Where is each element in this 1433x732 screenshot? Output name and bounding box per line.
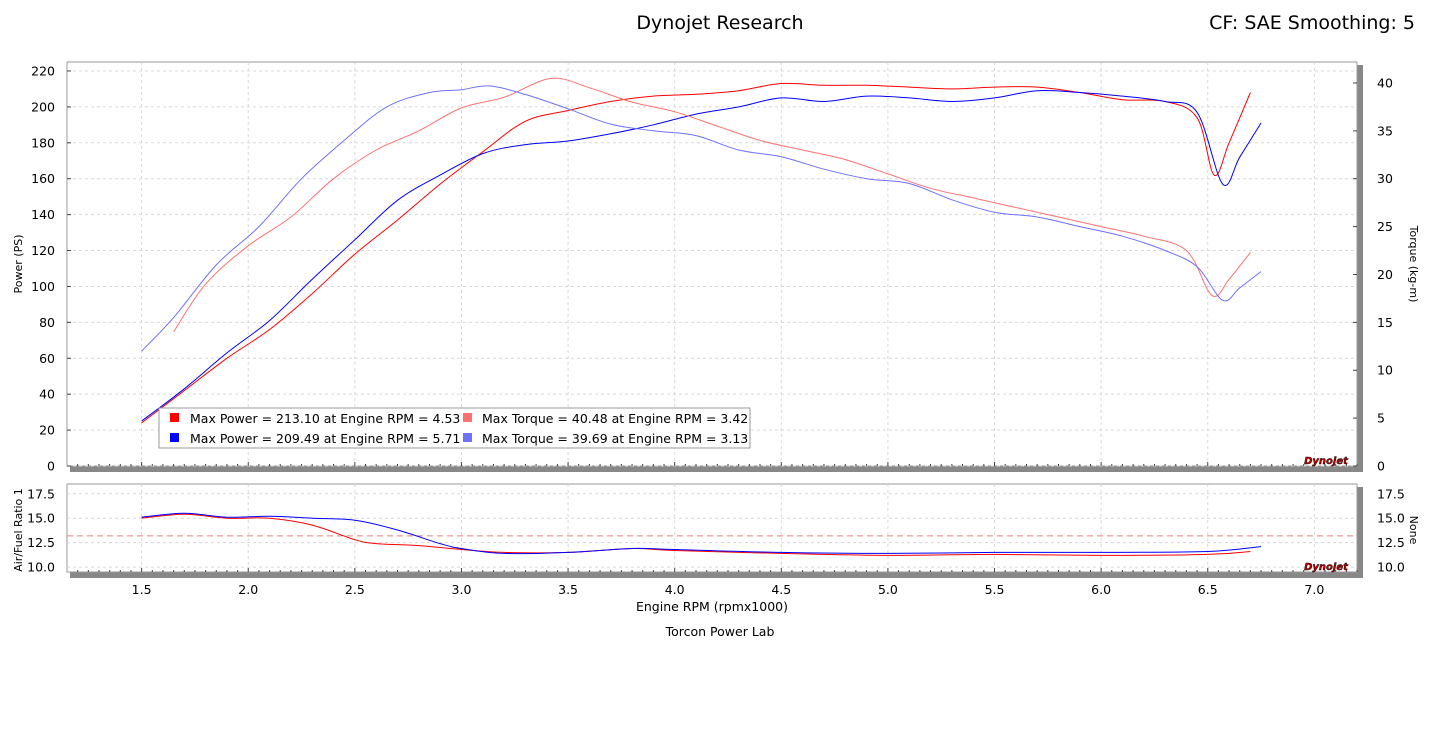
torque-tick-label: 10 [1377,363,1393,378]
power-tick-label: 220 [31,63,55,78]
top-axis-ticks: 0 20 40 60 80 100 120 140 160 180 200 220 0 5 10 15 20 25… [31,63,1393,473]
bottom-plot-area [66,483,1358,573]
power-tick-label: 120 [31,243,55,258]
chart-title: Dynojet Research [636,12,803,34]
bottom-panel-shadow [70,572,1363,578]
x-tick-label: 2.5 [345,582,365,597]
torque-tick-label: 15 [1377,315,1393,330]
bottom-panel-shadow-right [1357,487,1363,578]
x-axis-label: Engine RPM (rpmx1000) [636,599,788,614]
torque-tick-label: 25 [1377,219,1393,234]
x-tick-label: 3.0 [452,582,472,597]
power-tick-label: 100 [31,279,55,294]
x-tick-label: 5.5 [985,582,1005,597]
afr-tick-label: 10.0 [27,560,55,575]
x-tick-label: 2.0 [238,582,258,597]
torque-tick-label: 20 [1377,267,1393,282]
dynojet-logo-bottom: Dynojet [1304,562,1349,573]
afr-tick-label: 17.5 [27,486,55,501]
bottom-panel: 10.0 10.0 12.5 12.5 15.0 15.0 17.5 17.5 Air/Fue… [12,483,1420,578]
torque-tick-label: 5 [1377,411,1385,426]
dynojet-logo-text-bottom: Dynojet [1304,562,1349,573]
legend: Max Power = 213.10 at Engine RPM = 4.53 … [158,407,751,449]
power-tick-label: 160 [31,171,55,186]
legend-box [158,407,751,449]
afr-right-tick-label: 17.5 [1377,486,1405,501]
top-panel-shadow-right [1357,65,1363,472]
afr-tick-label: 15.0 [27,511,55,526]
afr-axis-label: Air/Fuel Ratio 1 [12,488,25,572]
top-panel-shadow [70,466,1363,472]
torque-tick-label: 40 [1377,75,1393,90]
top-series [141,77,1262,424]
afr-run2-line [141,512,1262,555]
power-tick-label: 40 [39,387,55,402]
bottom-axis-ticks: 10.0 10.0 12.5 12.5 15.0 15.0 17.5 17.5 [27,486,1405,574]
x-tick-label: 7.0 [1304,582,1324,597]
legend-max-power-run2: Max Power = 209.49 at Engine RPM = 5.71 [190,431,460,446]
dynojet-logo-text: Dynojet [1304,456,1349,467]
torque-tick-label: 30 [1377,171,1393,186]
top-plot-area [66,61,1358,467]
torque-axis-label: Torque (kg-m) [1407,225,1420,303]
legend-swatch-power-run1 [170,413,179,422]
afr-tick-label: 12.5 [27,535,55,550]
power-tick-label: 20 [39,423,55,438]
legend-max-torque-run2: Max Torque = 39.69 at Engine RPM = 3.13 [482,431,748,446]
legend-max-torque-run1: Max Torque = 40.48 at Engine RPM = 3.42 [482,411,748,426]
x-tick-label: 1.5 [132,582,152,597]
power-run1-line [141,82,1251,424]
x-tick-label: 6.0 [1091,582,1111,597]
x-tick-label: 4.0 [665,582,685,597]
power-tick-label: 0 [47,459,55,474]
legend-swatch-torque-run1 [463,413,472,422]
legend-max-power-run1: Max Power = 213.10 at Engine RPM = 4.53 [190,411,460,426]
power-tick-label: 180 [31,135,55,150]
legend-swatch-power-run2 [170,433,179,442]
torque-tick-label: 35 [1377,123,1393,138]
x-axis-ticks: 1.5 2.0 2.5 3.0 3.5 4.0 4.5 5.0 5.5 6.0 6.5 7.0 [132,582,1325,597]
bottom-grid [67,484,1357,572]
power-tick-label: 200 [31,99,55,114]
power-tick-label: 60 [39,351,55,366]
footer-text: Torcon Power Lab [665,624,775,639]
torque-run2-line [141,85,1262,352]
torque-run1-line [173,77,1251,333]
afr-right-tick-label: 10.0 [1377,560,1405,575]
x-tick-label: 5.0 [878,582,898,597]
torque-tick-label: 0 [1377,459,1385,474]
correction-info: CF: SAE Smoothing: 5 [1209,12,1415,34]
power-run2-line [141,89,1262,422]
top-panel: 0 20 40 60 80 100 120 140 160 180 200 220 0 5 10 15 20 25… [12,61,1420,474]
x-tick-label: 4.5 [771,582,791,597]
dynojet-logo-top: Dynojet [1304,456,1349,467]
x-tick-label: 3.5 [558,582,578,597]
afr-right-axis-label: None [1407,516,1420,545]
power-tick-label: 80 [39,315,55,330]
legend-swatch-torque-run2 [463,433,472,442]
afr-right-tick-label: 15.0 [1377,511,1405,526]
afr-right-tick-label: 12.5 [1377,535,1405,550]
x-tick-label: 6.5 [1198,582,1218,597]
bottom-series [141,512,1262,556]
power-tick-label: 140 [31,207,55,222]
power-axis-label: Power (PS) [12,235,25,294]
